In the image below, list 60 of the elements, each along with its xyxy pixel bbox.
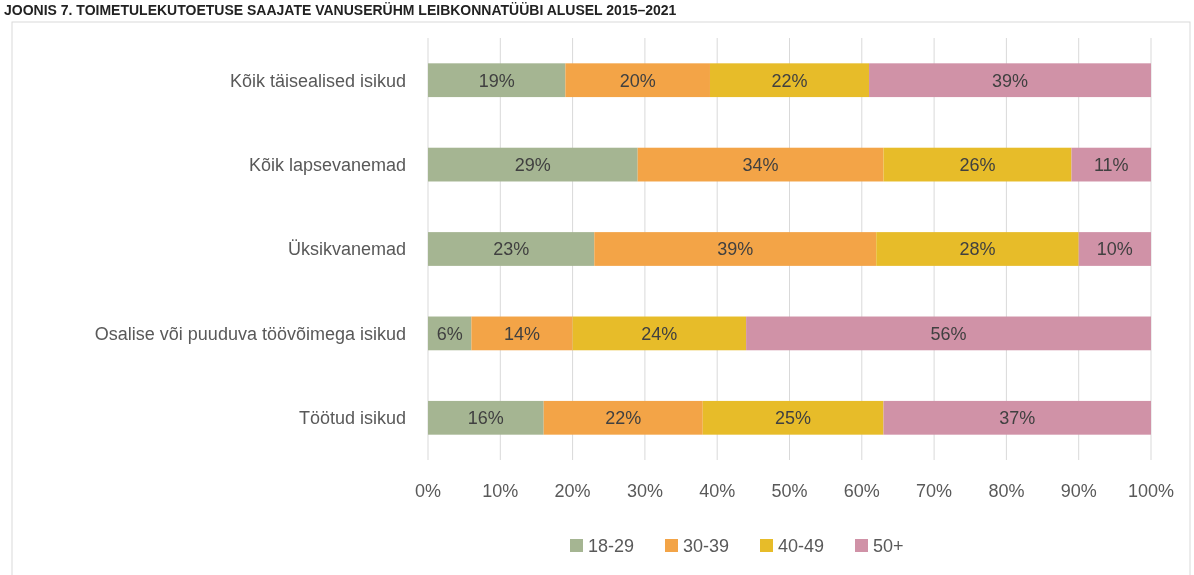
- bar: [883, 147, 1072, 182]
- x-tick-label: 30%: [626, 481, 663, 501]
- data-label: 14%: [503, 323, 541, 344]
- bar: [876, 232, 1079, 266]
- data-label: 26%: [959, 154, 996, 175]
- bar: [746, 316, 1151, 351]
- legend-label: 30-39: [683, 536, 730, 557]
- y-tick-label: Töötud isikud: [298, 408, 406, 429]
- data-label: 25%: [775, 408, 812, 429]
- data-label: 29%: [514, 154, 551, 175]
- chart-title: JOONIS 7. TOIMETULEKUTOETUSE SAAJATE VANUSERÜHM LEIBKONNATÜÜBI ALUSEL 2015–2021: [4, 2, 677, 19]
- bar: [1078, 232, 1151, 266]
- data-label: 34%: [742, 154, 779, 175]
- data-label: 56%: [930, 323, 967, 344]
- bar: [869, 63, 1151, 98]
- y-tick-label: Kõik täisealised isikud: [229, 70, 406, 91]
- data-label: 19%: [478, 70, 515, 91]
- bar: [565, 63, 710, 98]
- legend-label: 18-29: [588, 536, 635, 557]
- data-label: 22%: [605, 408, 642, 429]
- bar: [637, 147, 884, 182]
- legend-label: 50+: [873, 536, 904, 557]
- bar: [471, 316, 573, 351]
- x-tick-label: 40%: [699, 481, 736, 501]
- data-label: 23%: [493, 239, 530, 260]
- x-tick-label: 80%: [988, 481, 1025, 501]
- bar: [1071, 147, 1151, 182]
- bar: [543, 400, 703, 435]
- legend-label: 40-49: [778, 536, 825, 557]
- bar: [883, 400, 1151, 435]
- y-tick-label: Üksikvanemad: [287, 239, 406, 260]
- y-tick-label: Kõik lapsevanemad: [248, 154, 406, 175]
- y-tick-label: Osalise või puuduva töövõimega isikud: [94, 323, 406, 344]
- data-label: 20%: [619, 70, 656, 91]
- bar: [428, 232, 595, 266]
- data-label: 28%: [959, 239, 996, 260]
- x-tick-label: 60%: [843, 481, 880, 501]
- x-tick-label: 0%: [414, 481, 442, 501]
- x-tick-label: 90%: [1060, 481, 1097, 501]
- data-label: 11%: [1093, 154, 1129, 175]
- bar: [702, 400, 884, 435]
- data-label: 16%: [467, 408, 504, 429]
- bar: [428, 400, 544, 435]
- data-label: 24%: [641, 323, 678, 344]
- bar: [572, 316, 747, 351]
- bar: [709, 63, 870, 98]
- data-label: 22%: [771, 70, 808, 91]
- x-tick-label: 70%: [916, 481, 953, 501]
- x-tick-label: 20%: [554, 481, 591, 501]
- data-label: 10%: [1096, 239, 1133, 260]
- data-label: 39%: [992, 70, 1029, 91]
- bar: [428, 63, 566, 98]
- bar: [428, 147, 638, 182]
- x-tick-label: 100%: [1127, 481, 1175, 501]
- x-tick-label: 10%: [482, 481, 519, 501]
- data-label: 39%: [717, 239, 754, 260]
- bar: [594, 232, 877, 266]
- data-label: 37%: [999, 408, 1036, 429]
- x-tick-label: 50%: [771, 481, 808, 501]
- data-label: 6%: [436, 323, 463, 344]
